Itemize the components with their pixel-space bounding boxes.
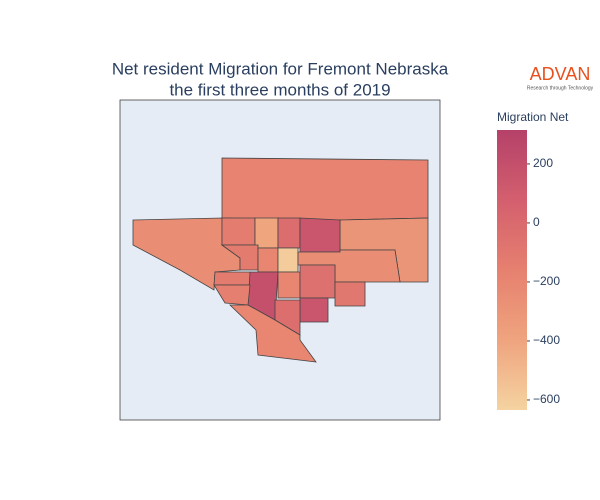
colorbar-title: Migration Net	[497, 110, 569, 124]
logo-tagline: Research through Technology	[527, 85, 594, 91]
region	[220, 244, 259, 271]
colorbar-tick-label: −600	[533, 392, 560, 406]
region	[257, 247, 279, 273]
region	[254, 217, 279, 249]
logo-text: ADVAN	[530, 64, 591, 84]
region	[221, 217, 256, 246]
colorbar-tick-label: 200	[533, 156, 553, 170]
chart-title: Net resident Migration for Fremont Nebra…	[112, 59, 449, 78]
colorbar-tick-label: 0	[533, 215, 540, 229]
colorbar-tick-label: −400	[533, 333, 560, 347]
region	[213, 271, 251, 286]
colorbar-tick-label: −200	[533, 274, 560, 288]
region	[299, 217, 341, 253]
region	[221, 157, 429, 221]
region	[299, 264, 336, 299]
region	[299, 297, 329, 323]
region	[334, 281, 366, 307]
region	[277, 247, 299, 273]
chart-subtitle: the first three months of 2019	[169, 80, 390, 99]
region	[277, 271, 301, 299]
region	[229, 304, 317, 363]
colorbar	[497, 130, 527, 410]
region	[277, 217, 301, 249]
